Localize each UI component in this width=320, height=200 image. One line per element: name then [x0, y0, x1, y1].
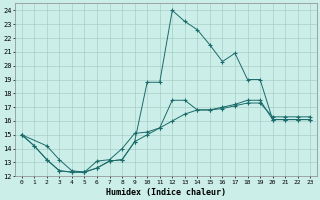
- X-axis label: Humidex (Indice chaleur): Humidex (Indice chaleur): [106, 188, 226, 197]
